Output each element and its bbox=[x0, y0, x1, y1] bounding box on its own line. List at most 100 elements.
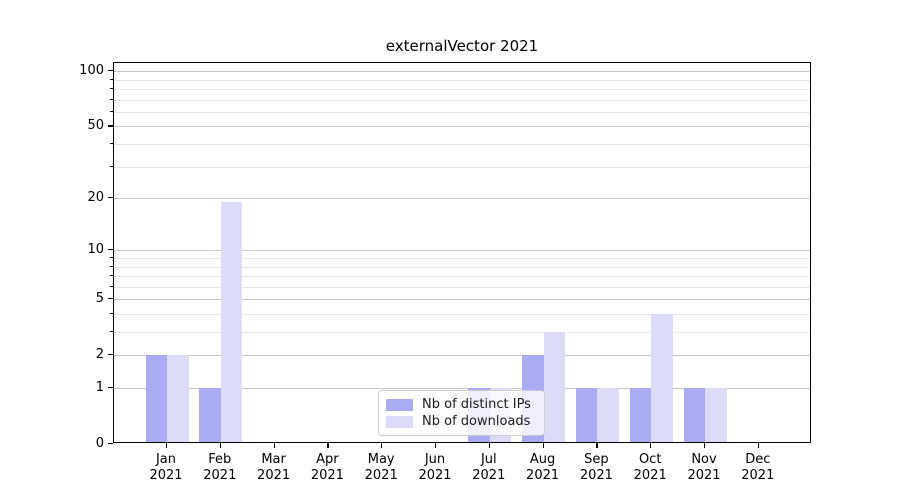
legend-swatch-downloads bbox=[386, 415, 413, 428]
bar-distinct-ips bbox=[575, 388, 598, 442]
gridline-minor bbox=[114, 276, 810, 278]
x-tick-mark bbox=[596, 443, 598, 448]
x-tick-year: 2021 bbox=[633, 468, 667, 483]
gridline-minor bbox=[114, 266, 810, 268]
y-minor-tick-mark bbox=[110, 165, 113, 167]
y-tick-mark bbox=[108, 298, 113, 300]
gridline-major bbox=[114, 126, 810, 128]
x-tick-mark bbox=[381, 443, 383, 448]
x-tick-mark bbox=[488, 443, 490, 448]
y-minor-tick-mark bbox=[110, 312, 113, 314]
y-tick-mark bbox=[108, 354, 113, 356]
y-minor-tick-mark bbox=[110, 98, 113, 100]
gridline-minor bbox=[114, 111, 810, 113]
x-tick-year: 2021 bbox=[149, 468, 183, 483]
x-tick-year: 2021 bbox=[418, 468, 452, 483]
x-tick-year: 2021 bbox=[257, 468, 291, 483]
y-tick-mark bbox=[108, 249, 113, 251]
plot-area bbox=[113, 62, 811, 443]
y-minor-tick-mark bbox=[110, 78, 113, 80]
y-tick-label: 10 bbox=[87, 241, 104, 257]
gridline-minor bbox=[114, 286, 810, 288]
y-tick-label: 100 bbox=[79, 62, 104, 78]
legend-label-downloads: Nb of downloads bbox=[422, 414, 531, 429]
x-tick-month: Dec bbox=[745, 452, 771, 467]
x-tick-label: Feb 2021 bbox=[192, 452, 248, 484]
gridline-minor bbox=[114, 332, 810, 334]
x-tick-label: Jul 2021 bbox=[461, 452, 517, 484]
x-tick-mark bbox=[273, 443, 275, 448]
gridline-minor bbox=[114, 258, 810, 259]
y-tick-label: 5 bbox=[95, 290, 104, 306]
y-minor-tick-mark bbox=[110, 275, 113, 277]
y-minor-tick-mark bbox=[110, 257, 113, 258]
legend-item-downloads: Nb of downloads bbox=[386, 414, 536, 430]
y-minor-tick-mark bbox=[110, 265, 113, 267]
x-tick-mark bbox=[757, 443, 759, 448]
x-tick-mark bbox=[542, 443, 544, 448]
gridline-major bbox=[114, 71, 810, 73]
x-tick-label: Mar 2021 bbox=[246, 452, 302, 484]
x-tick-year: 2021 bbox=[526, 468, 560, 483]
bar-distinct-ips bbox=[199, 388, 221, 442]
y-tick-label: 20 bbox=[87, 189, 104, 205]
x-tick-year: 2021 bbox=[310, 468, 344, 483]
gridline-minor bbox=[114, 144, 810, 146]
y-tick-label: 1 bbox=[95, 379, 104, 395]
y-minor-tick-mark bbox=[110, 88, 113, 90]
bar-downloads bbox=[705, 388, 727, 442]
x-tick-label: Jun 2021 bbox=[407, 452, 463, 484]
x-tick-month: Sep bbox=[584, 452, 609, 467]
x-tick-label: Nov 2021 bbox=[676, 452, 732, 484]
x-tick-label: Dec 2021 bbox=[730, 452, 786, 484]
x-tick-year: 2021 bbox=[364, 468, 398, 483]
y-minor-tick-mark bbox=[110, 331, 113, 333]
x-tick-month: Jun bbox=[424, 452, 446, 467]
gridline-minor bbox=[114, 313, 810, 315]
x-tick-month: Oct bbox=[638, 452, 662, 467]
legend-item-distinct-ips: Nb of distinct IPs bbox=[386, 397, 536, 413]
gridline-major bbox=[114, 299, 810, 301]
bar-distinct-ips bbox=[683, 388, 705, 442]
bar-distinct-ips bbox=[145, 355, 167, 442]
bar-downloads bbox=[597, 388, 619, 442]
x-tick-mark bbox=[650, 443, 652, 448]
gridline-minor bbox=[114, 89, 810, 91]
x-tick-month: Feb bbox=[208, 452, 232, 467]
legend-label-distinct-ips: Nb of distinct IPs bbox=[422, 397, 531, 412]
gridline-minor bbox=[114, 166, 810, 168]
y-tick-mark bbox=[108, 197, 113, 199]
x-tick-month: Jul bbox=[480, 452, 497, 467]
y-tick-label: 50 bbox=[87, 117, 104, 133]
x-tick-year: 2021 bbox=[203, 468, 237, 483]
chart-title: externalVector 2021 bbox=[385, 37, 539, 55]
x-tick-mark bbox=[327, 443, 329, 448]
x-tick-year: 2021 bbox=[687, 468, 721, 483]
legend: Nb of distinct IPs Nb of downloads bbox=[378, 390, 545, 436]
x-tick-label: Apr 2021 bbox=[299, 452, 355, 484]
gridline-minor bbox=[114, 99, 810, 101]
y-tick-mark bbox=[108, 443, 113, 445]
x-tick-month: Nov bbox=[691, 452, 717, 467]
y-tick-label: 0 bbox=[95, 435, 104, 451]
x-tick-year: 2021 bbox=[472, 468, 506, 483]
y-minor-tick-mark bbox=[110, 110, 113, 112]
x-tick-label: May 2021 bbox=[353, 452, 409, 484]
gridline-major bbox=[114, 198, 810, 200]
x-tick-month: Jan bbox=[155, 452, 177, 467]
x-tick-mark bbox=[704, 443, 706, 448]
bar-distinct-ips bbox=[629, 388, 652, 442]
x-tick-year: 2021 bbox=[579, 468, 613, 483]
x-tick-mark bbox=[166, 443, 168, 448]
x-tick-label: Oct 2021 bbox=[622, 452, 678, 484]
y-tick-label: 2 bbox=[95, 346, 104, 362]
bar-downloads bbox=[651, 313, 673, 442]
gridline-major bbox=[114, 355, 810, 357]
y-tick-mark bbox=[108, 70, 113, 72]
x-tick-label: Aug 2021 bbox=[515, 452, 571, 484]
y-minor-tick-mark bbox=[110, 143, 113, 145]
legend-swatch-distinct-ips bbox=[386, 398, 413, 411]
y-tick-mark bbox=[108, 387, 113, 389]
x-tick-month: Aug bbox=[529, 452, 556, 467]
